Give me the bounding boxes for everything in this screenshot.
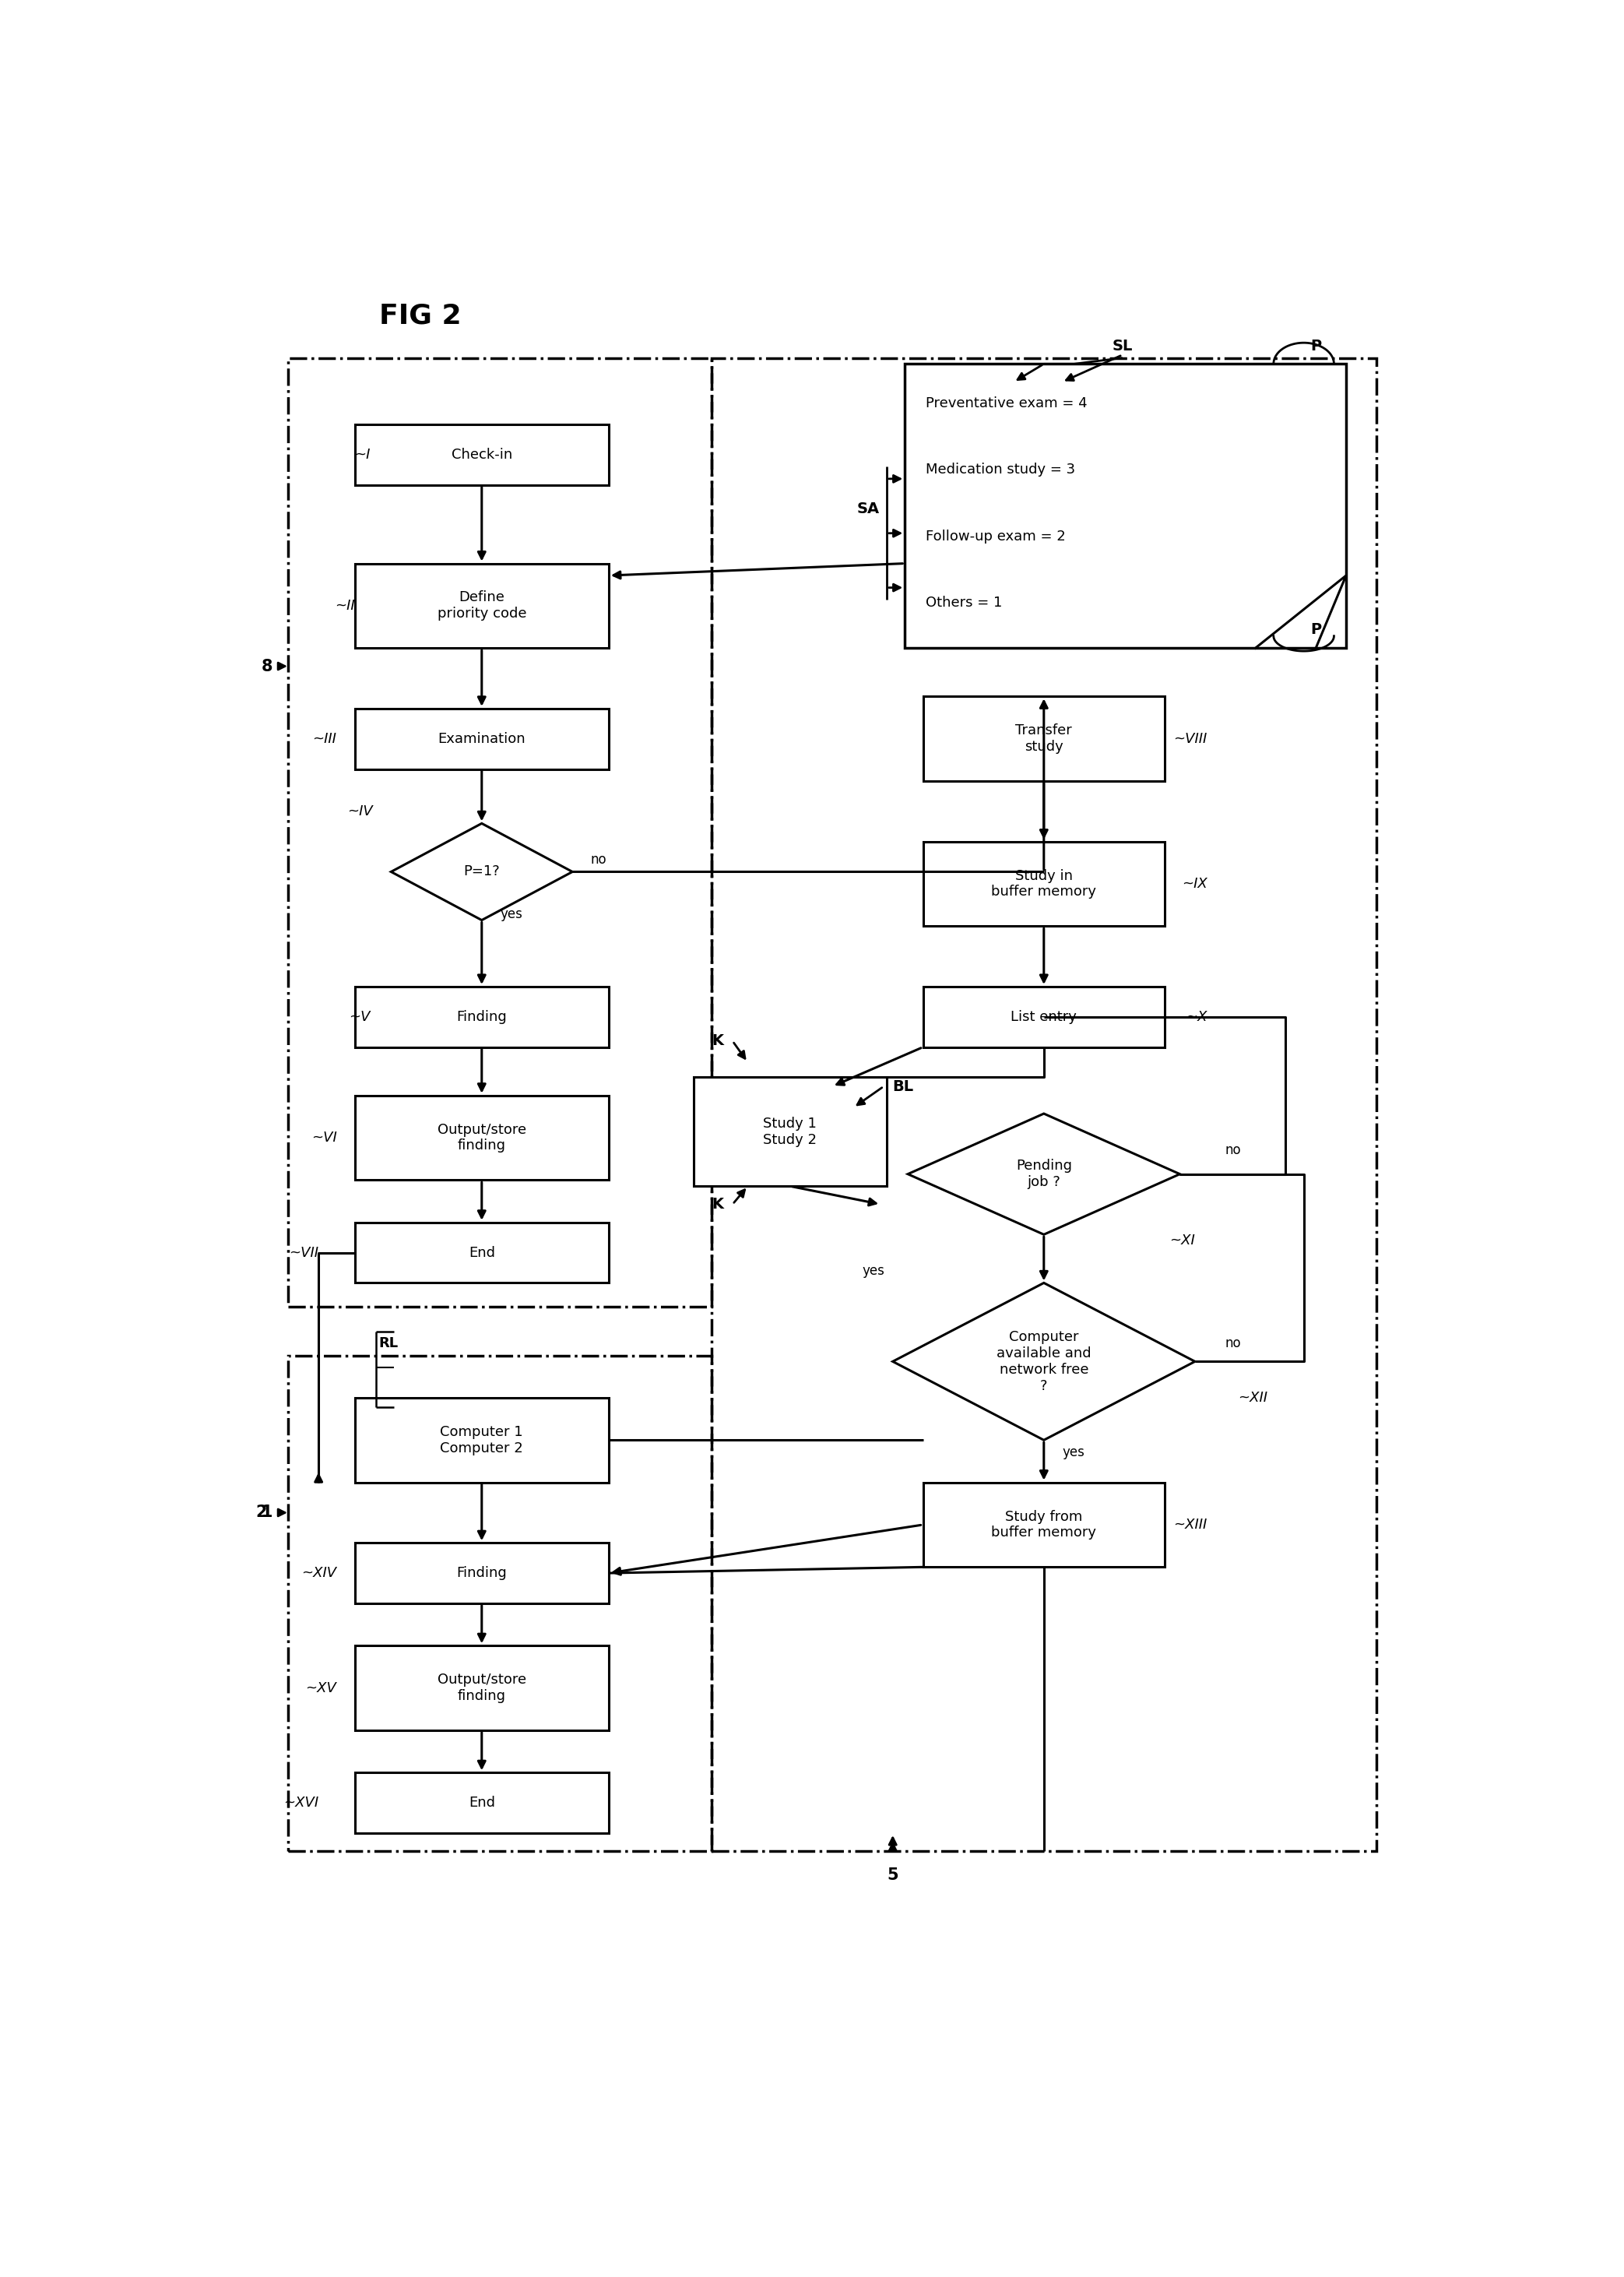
- Text: ~V: ~V: [349, 1011, 370, 1025]
- Text: 5: 5: [887, 1867, 898, 1883]
- Polygon shape: [893, 1282, 1195, 1439]
- Text: BL: BL: [893, 1079, 914, 1093]
- FancyBboxPatch shape: [354, 1398, 609, 1482]
- Text: ~III: ~III: [313, 731, 336, 747]
- FancyBboxPatch shape: [354, 986, 609, 1047]
- FancyBboxPatch shape: [354, 1646, 609, 1731]
- Text: P=1?: P=1?: [463, 865, 500, 879]
- FancyBboxPatch shape: [922, 697, 1164, 781]
- FancyBboxPatch shape: [354, 424, 609, 485]
- Text: ~VI: ~VI: [312, 1132, 336, 1145]
- FancyBboxPatch shape: [693, 1077, 887, 1186]
- Text: SA: SA: [857, 501, 880, 517]
- FancyBboxPatch shape: [905, 364, 1346, 649]
- Text: FIG 2: FIG 2: [378, 303, 461, 328]
- Text: ~VII: ~VII: [289, 1246, 318, 1259]
- Text: List entry: List entry: [1010, 1011, 1077, 1025]
- Text: ~IX: ~IX: [1182, 877, 1207, 890]
- Text: Finding: Finding: [456, 1011, 507, 1025]
- Text: ~IV: ~IV: [348, 804, 374, 817]
- Text: K: K: [711, 1198, 723, 1211]
- Text: yes: yes: [500, 906, 523, 922]
- Text: Preventative exam = 4: Preventative exam = 4: [926, 396, 1088, 410]
- Text: Output/store
finding: Output/store finding: [437, 1674, 526, 1703]
- Text: Examination: Examination: [438, 731, 526, 747]
- FancyBboxPatch shape: [922, 842, 1164, 927]
- Text: Study 1
Study 2: Study 1 Study 2: [763, 1116, 817, 1148]
- Text: RL: RL: [378, 1337, 398, 1350]
- Text: yes: yes: [1062, 1446, 1085, 1460]
- Bar: [289, 1355, 711, 1851]
- FancyBboxPatch shape: [354, 1544, 609, 1603]
- Text: P: P: [1311, 622, 1322, 638]
- Text: Study from
buffer memory: Study from buffer memory: [991, 1510, 1096, 1539]
- Text: 2: 2: [255, 1505, 266, 1521]
- Text: Others = 1: Others = 1: [926, 597, 1002, 610]
- FancyBboxPatch shape: [922, 986, 1164, 1047]
- Text: End: End: [468, 1246, 495, 1259]
- FancyBboxPatch shape: [354, 1772, 609, 1833]
- Text: Follow-up exam = 2: Follow-up exam = 2: [926, 528, 1065, 544]
- Text: Study in
buffer memory: Study in buffer memory: [991, 870, 1096, 899]
- Text: yes: yes: [862, 1264, 885, 1277]
- Text: 8: 8: [261, 658, 273, 674]
- Text: Check-in: Check-in: [451, 449, 512, 462]
- Text: ~I: ~I: [354, 449, 370, 462]
- Text: ~XV: ~XV: [305, 1680, 336, 1694]
- Text: Define
priority code: Define priority code: [437, 590, 526, 622]
- Text: P: P: [1311, 339, 1322, 353]
- Text: ~II: ~II: [335, 599, 354, 613]
- Text: Finding: Finding: [456, 1567, 507, 1580]
- Text: Output/store
finding: Output/store finding: [437, 1123, 526, 1152]
- Text: no: no: [1224, 1143, 1241, 1157]
- Polygon shape: [908, 1113, 1181, 1234]
- Text: ~XIII: ~XIII: [1174, 1519, 1207, 1532]
- Text: Computer 1
Computer 2: Computer 1 Computer 2: [440, 1425, 523, 1455]
- Text: no: no: [1224, 1337, 1241, 1350]
- Text: 1: 1: [261, 1505, 273, 1521]
- Text: Pending
job ?: Pending job ?: [1017, 1159, 1072, 1189]
- Text: ~XIV: ~XIV: [302, 1567, 336, 1580]
- Text: Medication study = 3: Medication study = 3: [926, 462, 1075, 476]
- Text: ~XI: ~XI: [1169, 1234, 1195, 1248]
- Text: ~XVI: ~XVI: [284, 1797, 318, 1810]
- Polygon shape: [391, 824, 572, 920]
- Bar: [711, 357, 1376, 1851]
- FancyBboxPatch shape: [354, 708, 609, 770]
- Text: ~VIII: ~VIII: [1174, 731, 1207, 747]
- Text: Transfer
study: Transfer study: [1015, 724, 1072, 754]
- Text: ~X: ~X: [1186, 1011, 1207, 1025]
- FancyBboxPatch shape: [354, 1095, 609, 1179]
- Text: Computer
available and
network free
?: Computer available and network free ?: [997, 1330, 1091, 1394]
- FancyBboxPatch shape: [354, 1223, 609, 1282]
- Text: K: K: [711, 1034, 723, 1047]
- Text: End: End: [468, 1797, 495, 1810]
- Text: no: no: [591, 852, 607, 868]
- Bar: [289, 357, 711, 1307]
- Text: ~XII: ~XII: [1237, 1391, 1267, 1405]
- Text: SL: SL: [1112, 339, 1132, 353]
- FancyBboxPatch shape: [354, 562, 609, 649]
- FancyBboxPatch shape: [922, 1482, 1164, 1567]
